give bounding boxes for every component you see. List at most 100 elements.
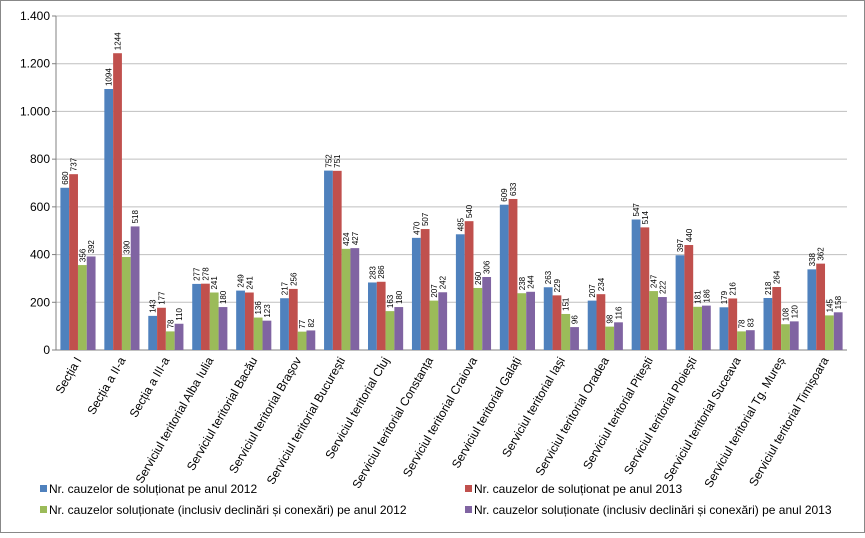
bar bbox=[192, 283, 202, 350]
bar bbox=[745, 330, 755, 350]
bar bbox=[60, 187, 70, 350]
value-label: 306 bbox=[483, 260, 492, 274]
bar bbox=[693, 306, 702, 350]
bar bbox=[411, 237, 421, 350]
bar bbox=[605, 326, 615, 350]
value-label: 440 bbox=[685, 228, 694, 242]
bar bbox=[596, 294, 606, 350]
bar bbox=[789, 321, 799, 350]
bar bbox=[552, 295, 562, 350]
value-label: 680 bbox=[61, 171, 70, 185]
bar bbox=[816, 263, 826, 350]
bar bbox=[455, 234, 465, 350]
value-label: 82 bbox=[307, 318, 316, 327]
bar bbox=[649, 291, 659, 350]
value-label: 256 bbox=[289, 272, 298, 286]
bar bbox=[306, 330, 316, 350]
value-label: 143 bbox=[149, 299, 158, 313]
value-label: 77 bbox=[298, 319, 307, 328]
bar bbox=[262, 320, 272, 350]
value-label: 238 bbox=[518, 276, 527, 290]
value-label: 752 bbox=[324, 154, 333, 168]
bar bbox=[614, 322, 623, 350]
bar bbox=[543, 287, 553, 350]
legend-label: Nr. cauzelor de soluționat pe anul 2012 bbox=[49, 482, 257, 496]
bar bbox=[640, 227, 650, 350]
bar bbox=[332, 170, 342, 350]
value-label: 234 bbox=[597, 277, 606, 291]
value-label: 96 bbox=[571, 315, 580, 324]
bar bbox=[288, 288, 298, 350]
value-label: 241 bbox=[210, 276, 219, 290]
bar bbox=[253, 317, 263, 350]
value-label: 507 bbox=[421, 212, 430, 226]
legend-swatch bbox=[465, 506, 472, 513]
bar bbox=[781, 324, 790, 350]
bar bbox=[499, 204, 509, 350]
bar bbox=[675, 255, 685, 350]
value-label: 180 bbox=[395, 290, 404, 304]
value-label: 1094 bbox=[105, 68, 114, 86]
bar bbox=[833, 312, 843, 350]
value-label: 207 bbox=[430, 284, 439, 298]
bar bbox=[130, 226, 140, 350]
value-label: 633 bbox=[509, 182, 518, 196]
bar bbox=[368, 282, 377, 350]
value-label: 181 bbox=[694, 290, 703, 304]
bar bbox=[280, 298, 289, 350]
bar bbox=[728, 298, 738, 350]
value-label: 286 bbox=[377, 265, 386, 279]
value-label: 116 bbox=[614, 306, 623, 319]
bar bbox=[420, 229, 430, 350]
bar bbox=[69, 174, 78, 350]
value-label: 78 bbox=[166, 319, 175, 328]
value-label: 247 bbox=[650, 274, 659, 288]
bar bbox=[174, 323, 184, 350]
bar bbox=[701, 305, 711, 350]
value-label: 485 bbox=[456, 217, 465, 231]
legend-label: Nr. cauzelor de soluționat pe anul 2013 bbox=[474, 482, 682, 496]
bar bbox=[218, 307, 228, 350]
value-label: 216 bbox=[729, 282, 738, 296]
y-tick-label: 1.200 bbox=[20, 57, 50, 71]
value-label: 218 bbox=[764, 281, 773, 295]
legend-swatch bbox=[465, 485, 472, 492]
bar bbox=[464, 221, 474, 350]
value-label: 241 bbox=[245, 276, 254, 290]
value-label: 186 bbox=[702, 289, 711, 303]
bar bbox=[737, 331, 746, 350]
bar bbox=[587, 300, 597, 350]
value-label: 424 bbox=[342, 232, 351, 246]
value-label: 229 bbox=[553, 278, 562, 292]
bar bbox=[517, 293, 527, 350]
bar bbox=[244, 292, 254, 350]
value-label: 540 bbox=[465, 204, 474, 218]
bar bbox=[561, 313, 571, 350]
value-label: 470 bbox=[412, 221, 421, 235]
y-tick-label: 400 bbox=[30, 248, 50, 262]
value-label: 177 bbox=[157, 291, 166, 305]
value-label: 244 bbox=[527, 275, 536, 289]
value-label: 514 bbox=[641, 210, 650, 224]
legend-swatch bbox=[40, 506, 47, 513]
bar bbox=[121, 256, 131, 350]
value-label: 260 bbox=[474, 271, 483, 285]
value-label: 180 bbox=[219, 290, 228, 304]
y-tick-label: 0 bbox=[43, 343, 50, 357]
value-label: 338 bbox=[808, 252, 817, 266]
bar bbox=[438, 292, 448, 350]
value-label: 263 bbox=[544, 270, 553, 284]
value-label: 278 bbox=[201, 267, 210, 281]
value-label: 609 bbox=[500, 188, 509, 202]
value-label: 98 bbox=[606, 314, 615, 323]
value-label: 277 bbox=[193, 267, 202, 281]
bar bbox=[324, 170, 333, 350]
bar bbox=[104, 89, 114, 350]
bar bbox=[341, 248, 351, 350]
bar bbox=[350, 248, 360, 350]
bar bbox=[482, 276, 492, 350]
bar bbox=[148, 315, 158, 350]
bar bbox=[86, 256, 96, 350]
bar bbox=[763, 297, 773, 350]
